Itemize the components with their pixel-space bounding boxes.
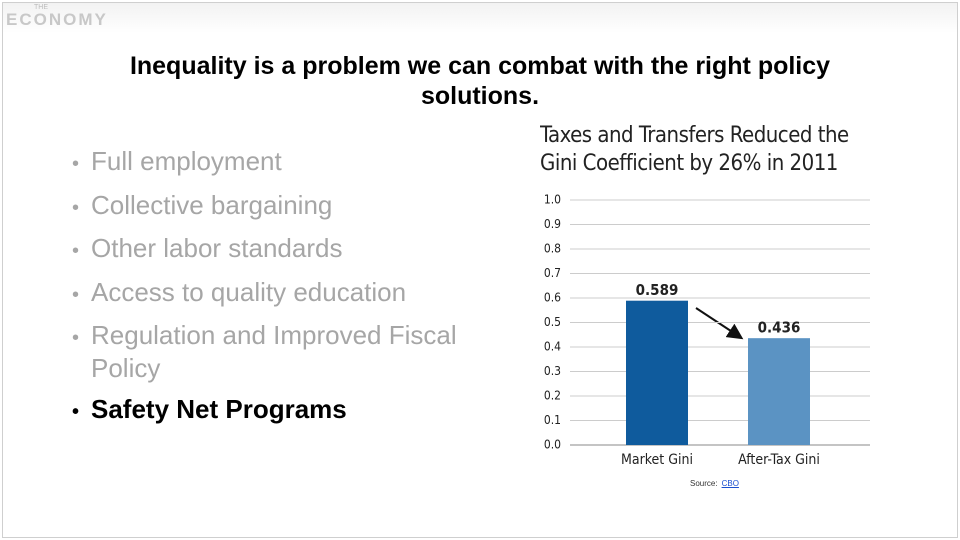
chart-title-box: Taxes and Transfers Reduced the Gini Coe… xyxy=(540,123,849,176)
y-tick-label: 0.1 xyxy=(544,413,561,427)
bullet: Regulation and Improved Fiscal Policy xyxy=(72,320,472,383)
value-label: 0.436 xyxy=(758,319,801,337)
x-tick-label: After-Tax Gini xyxy=(738,452,820,468)
bar xyxy=(748,338,810,445)
bullet-list: Full employment Collective bargaining Ot… xyxy=(72,146,472,437)
bullet: Safety Net Programs xyxy=(72,394,472,427)
bullet: Access to quality education xyxy=(72,277,472,310)
bullet: Other labor standards xyxy=(72,233,472,266)
y-tick-label: 0.8 xyxy=(544,242,561,256)
y-tick-label: 0.9 xyxy=(544,217,561,231)
bullet: Collective bargaining xyxy=(72,190,472,223)
y-tick-label: 1.0 xyxy=(544,193,561,207)
logo: ECONOMY xyxy=(6,10,108,29)
value-label: 0.589 xyxy=(636,281,679,299)
bullet: Full employment xyxy=(72,146,472,179)
slide-title: Inequality is a problem we can combat wi… xyxy=(129,52,831,110)
top-bar xyxy=(3,3,957,33)
y-tick-label: 0.2 xyxy=(544,389,561,403)
logo-small: THE xyxy=(34,4,48,11)
y-tick-label: 0.7 xyxy=(544,266,561,280)
y-tick-label: 0.3 xyxy=(544,364,561,378)
source-link[interactable]: CBO xyxy=(721,479,739,488)
y-tick-label: 0.6 xyxy=(544,291,561,305)
bar xyxy=(626,300,688,445)
y-tick-label: 0.4 xyxy=(544,340,561,354)
source: Source: CBO xyxy=(690,479,739,488)
chart-title: Taxes and Transfers Reduced the Gini Coe… xyxy=(540,123,849,176)
y-tick-label: 0.0 xyxy=(544,438,561,452)
x-tick-label: Market Gini xyxy=(621,452,693,468)
source-label: Source: xyxy=(690,479,718,488)
y-tick-label: 0.5 xyxy=(544,315,561,329)
